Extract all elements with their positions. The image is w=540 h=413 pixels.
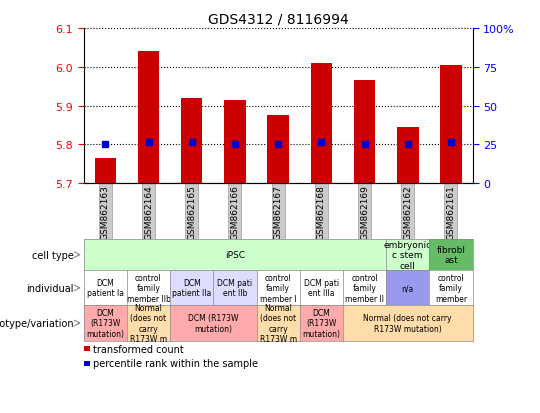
Text: iPSC: iPSC xyxy=(225,251,245,259)
Title: GDS4312 / 8116994: GDS4312 / 8116994 xyxy=(208,12,348,26)
Bar xyxy=(84,347,90,351)
Bar xyxy=(84,361,90,366)
Bar xyxy=(310,64,332,184)
Bar xyxy=(224,100,246,184)
Text: transformed count: transformed count xyxy=(93,344,184,354)
Text: percentile rank within the sample: percentile rank within the sample xyxy=(93,358,258,368)
Bar xyxy=(181,99,202,184)
Bar xyxy=(138,52,159,184)
Bar xyxy=(440,66,462,184)
Text: DCM pati
ent IIIa: DCM pati ent IIIa xyxy=(303,278,339,298)
Text: DCM pati
ent IIb: DCM pati ent IIb xyxy=(217,278,253,298)
Text: embryonic
c stem
cell: embryonic c stem cell xyxy=(383,240,432,270)
Text: Normal (does not carry
R173W mutation): Normal (does not carry R173W mutation) xyxy=(363,313,452,333)
Text: control
family
member II: control family member II xyxy=(345,273,384,303)
Bar xyxy=(354,81,375,184)
Text: n/a: n/a xyxy=(402,284,414,292)
Text: Normal
(does not
carry
R173W m: Normal (does not carry R173W m xyxy=(130,303,167,343)
Text: DCM
(R173W
mutation): DCM (R173W mutation) xyxy=(86,309,124,338)
Text: DCM (R173W
mutation): DCM (R173W mutation) xyxy=(188,313,239,333)
Text: DCM
(R173W
mutation): DCM (R173W mutation) xyxy=(302,309,340,338)
Text: DCM
patient Ia: DCM patient Ia xyxy=(87,278,124,298)
Text: cell type: cell type xyxy=(32,250,74,260)
Bar xyxy=(267,116,289,184)
Text: DCM
patient IIa: DCM patient IIa xyxy=(172,278,211,298)
Bar xyxy=(397,128,418,184)
Bar xyxy=(94,159,116,184)
Text: individual: individual xyxy=(26,283,74,293)
Text: control
family
member: control family member xyxy=(435,273,467,303)
Text: Normal
(does not
carry
R173W m: Normal (does not carry R173W m xyxy=(260,303,296,343)
Text: fibrobl
ast: fibrobl ast xyxy=(436,245,465,265)
Text: control
family
member IIb: control family member IIb xyxy=(126,273,171,303)
Text: control
family
member I: control family member I xyxy=(260,273,296,303)
Text: genotype/variation: genotype/variation xyxy=(0,318,74,328)
